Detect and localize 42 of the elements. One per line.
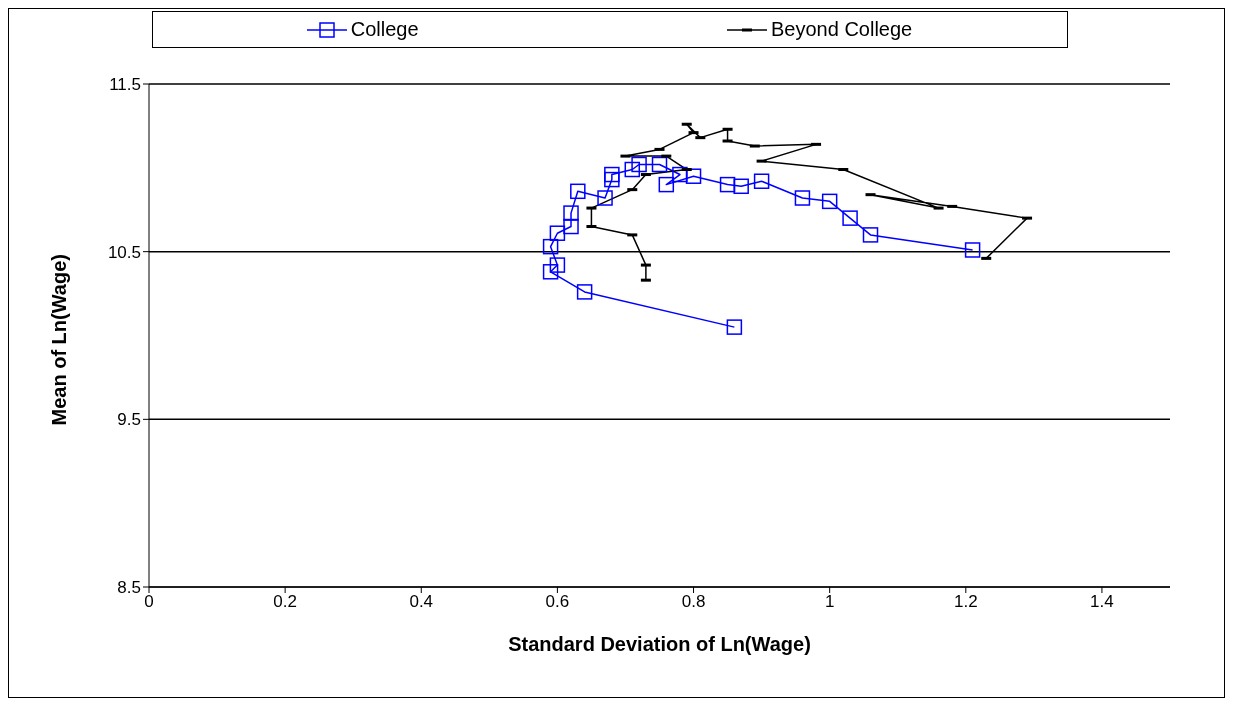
y-axis-title: Mean of Ln(Wage) [48,254,71,426]
x-tick-label: 1 [824,592,835,612]
point [631,156,647,173]
point [604,166,620,183]
point [794,190,811,206]
point [821,193,838,210]
point [624,161,641,178]
point [563,205,579,221]
point [753,173,770,189]
point [597,190,613,206]
point [964,242,981,258]
x-tick-label: 1.2 [953,592,978,612]
point [563,218,579,235]
point [719,176,736,193]
legend-label: Beyond College [771,18,913,41]
x-tick-label: 1.4 [1090,592,1114,612]
y-tick-label: 8.5 [117,578,141,598]
point [726,319,743,335]
y-tick-label: 9.5 [117,410,141,430]
point [549,225,566,241]
point [658,176,675,193]
point [542,238,559,255]
point [576,284,593,300]
y-tick-label: 10.5 [107,242,141,262]
x-tick-label: 0.8 [681,592,706,612]
x-tick-label: 0.4 [409,592,434,612]
point [672,166,688,183]
point [570,183,586,200]
point [685,168,702,184]
point [549,257,566,273]
point [862,227,879,243]
point [604,171,620,188]
point [733,178,749,195]
y-tick-label: 11.5 [109,75,141,95]
x-tick-label: 0.2 [273,592,297,612]
point [651,156,668,173]
x-axis-title: Standard Deviation of Ln(Wage) [508,633,811,655]
x-tick-label: 0 [144,592,154,612]
legend-label: College [350,18,419,41]
point [842,210,858,226]
point [542,264,559,280]
x-tick-label: 0.6 [545,592,570,612]
